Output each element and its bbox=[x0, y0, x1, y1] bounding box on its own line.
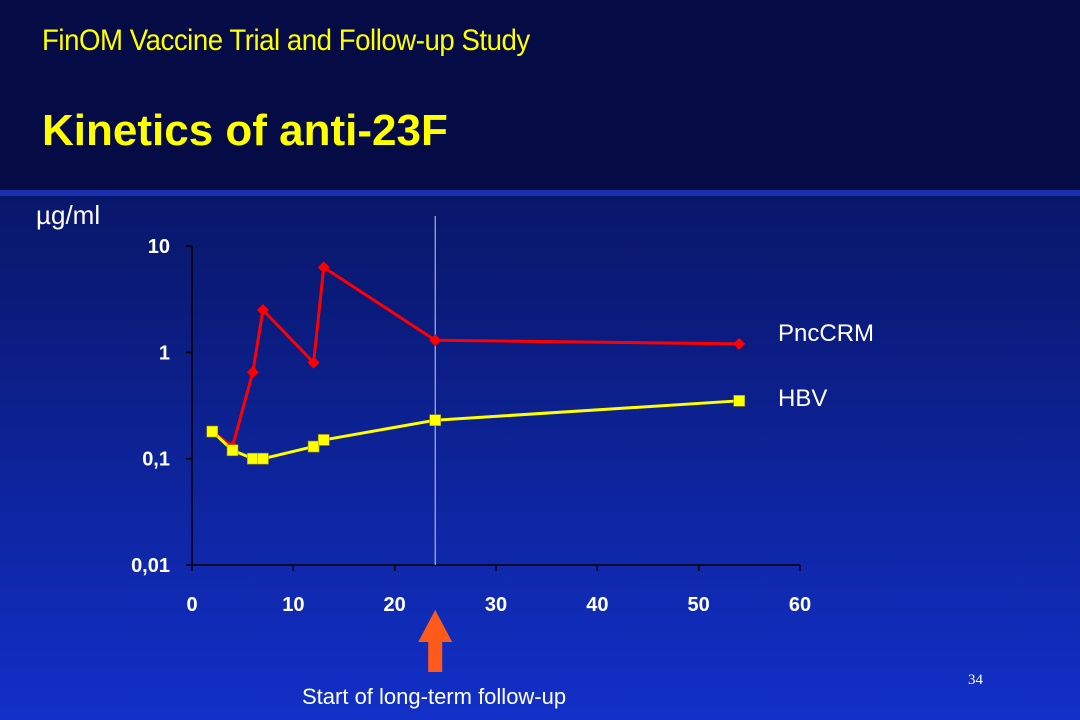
x-tick-label: 50 bbox=[688, 594, 710, 616]
data-point-hbv bbox=[317, 434, 330, 446]
slide-number: 34 bbox=[968, 672, 983, 688]
series-line-pnccrm bbox=[211, 265, 740, 449]
y-axis-unit-label: µg/ml bbox=[36, 200, 101, 230]
x-tick-label: 30 bbox=[485, 594, 507, 616]
x-tick-label: 60 bbox=[789, 594, 811, 616]
x-tick-label: 0 bbox=[186, 594, 197, 616]
data-point-hbv bbox=[429, 414, 442, 427]
y-tick-label: 0,01 bbox=[131, 555, 170, 577]
header-divider bbox=[0, 190, 1080, 196]
y-tick-label: 0,1 bbox=[142, 449, 170, 471]
data-point-pnccrm bbox=[246, 366, 259, 379]
legend-entry-hbv: HBV bbox=[778, 385, 828, 412]
x-tick-label: 20 bbox=[384, 594, 406, 616]
data-point-pnccrm bbox=[317, 261, 330, 274]
chart-ticks: 0,01 0,1 1 10 0 10 20 30 40 50 60 bbox=[131, 236, 811, 616]
header-band bbox=[0, 0, 1080, 192]
data-point-pnccrm bbox=[733, 337, 746, 350]
chart-series bbox=[206, 261, 746, 465]
data-point-pnccrm bbox=[256, 304, 269, 317]
data-point-hbv bbox=[206, 425, 219, 438]
data-point-hbv bbox=[733, 395, 746, 407]
data-point-hbv bbox=[247, 452, 259, 465]
data-point-pnccrm bbox=[307, 356, 320, 369]
x-tick-label: 40 bbox=[586, 594, 608, 616]
data-point-pnccrm bbox=[429, 334, 442, 347]
slide-subtitle: FinOM Vaccine Trial and Follow-up Study bbox=[42, 24, 530, 57]
x-tick-label: 10 bbox=[282, 594, 304, 616]
up-arrow-icon bbox=[418, 610, 453, 672]
series-line-hbv bbox=[211, 399, 740, 461]
data-point-hbv bbox=[257, 452, 269, 465]
y-tick-label: 1 bbox=[159, 342, 170, 364]
y-tick-label: 10 bbox=[148, 236, 170, 258]
data-point-hbv bbox=[226, 444, 239, 457]
legend-entry-pnccrm: PncCRM bbox=[778, 320, 875, 347]
follow-up-caption: Start of long-term follow-up bbox=[302, 684, 567, 709]
data-point-hbv bbox=[307, 440, 320, 453]
slide-title: Kinetics of anti-23F bbox=[42, 106, 448, 155]
